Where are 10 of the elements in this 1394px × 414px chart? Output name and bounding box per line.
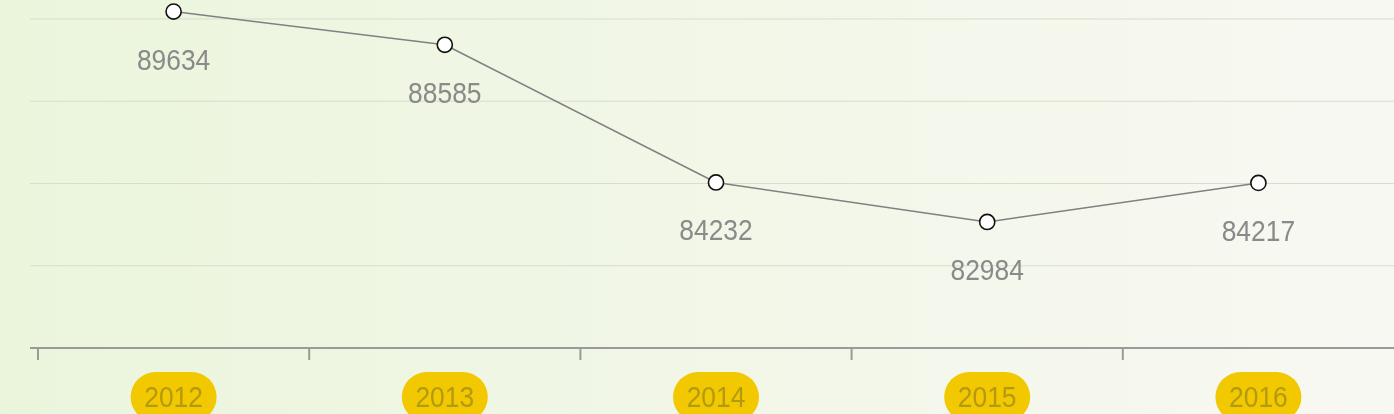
data-label: 84232: [679, 212, 753, 247]
data-label: 84217: [1221, 213, 1296, 248]
x-tick-label: 2016: [1229, 379, 1288, 414]
data-label: 88585: [408, 75, 482, 110]
data-label: 82984: [950, 252, 1024, 287]
x-tick-label: 2015: [957, 379, 1017, 414]
data-label: 89634: [136, 41, 211, 76]
x-tick-label: 2013: [415, 379, 475, 414]
x-tick-label: 2012: [144, 379, 203, 414]
x-tick-label: 2014: [686, 379, 746, 414]
